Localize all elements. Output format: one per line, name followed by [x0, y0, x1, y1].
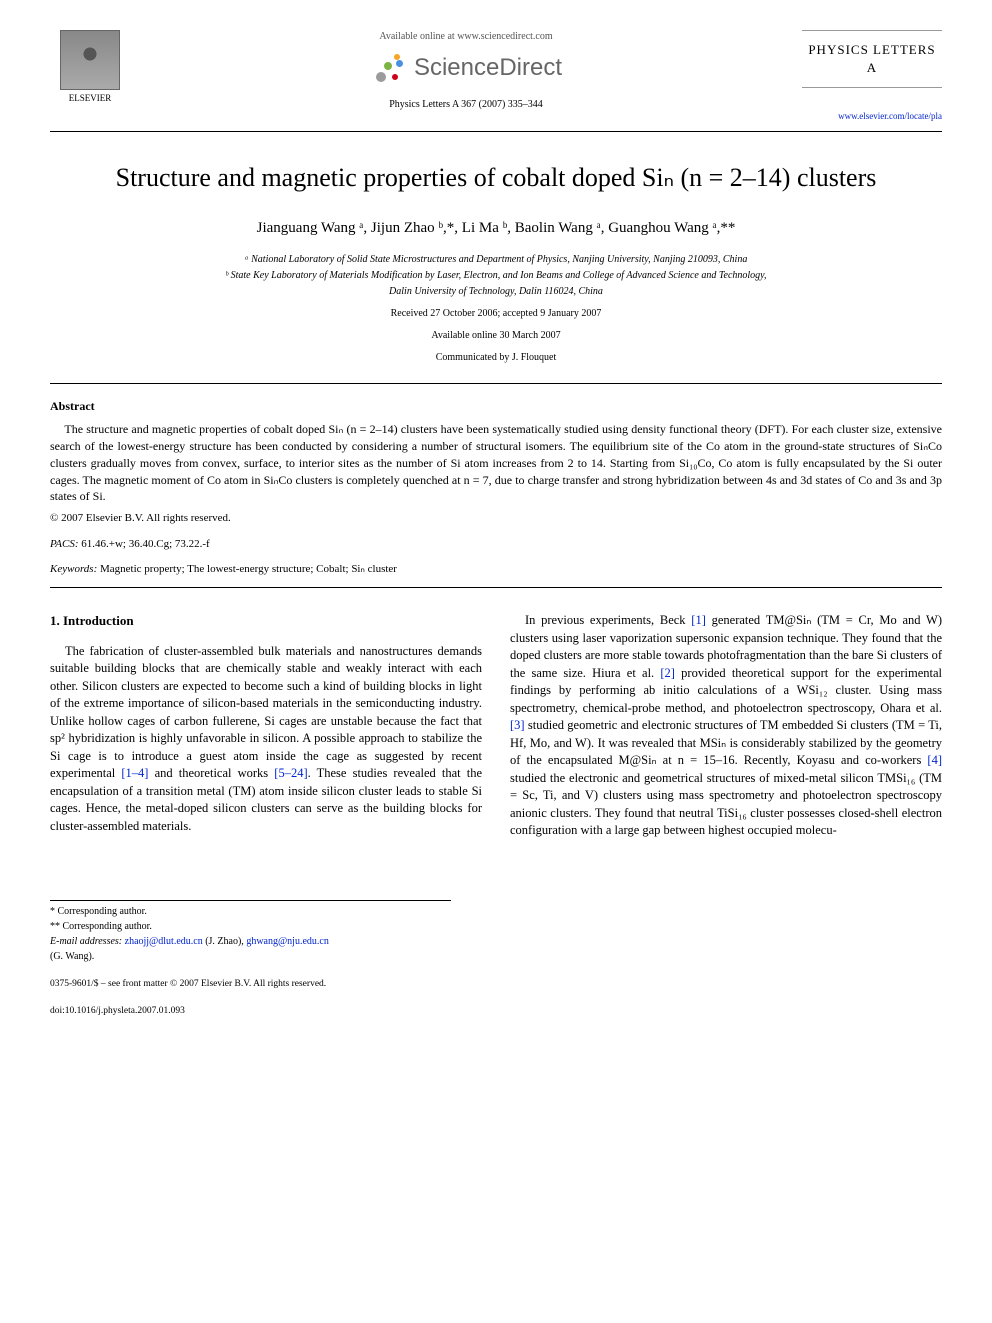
affiliation-b-line2: Dalin University of Technology, Dalin 11…: [50, 285, 942, 299]
p2-e: studied the electronic and geometrical s…: [510, 771, 942, 838]
keywords-value: Magnetic property; The lowest-energy str…: [97, 563, 397, 575]
rule-top: [50, 131, 942, 132]
email-1[interactable]: zhaojj@dlut.edu.cn: [122, 936, 203, 947]
sd-dots-icon: [370, 50, 406, 86]
intro-para-2: In previous experiments, Beck [1] genera…: [510, 612, 942, 840]
journal-url[interactable]: www.elsevier.com/locate/pla: [802, 110, 942, 123]
journal-reference: Physics Letters A 367 (2007) 335–344: [130, 98, 802, 112]
pacs: PACS: 61.46.+w; 36.40.Cg; 73.22.-f: [50, 537, 942, 552]
journal-box: PHYSICS LETTERS A www.elsevier.com/locat…: [802, 30, 942, 123]
p1-b: and theoretical works: [148, 766, 274, 780]
rule-after-keywords: [50, 587, 942, 588]
section-1-heading: 1. Introduction: [50, 612, 482, 630]
email-2-who: (G. Wang).: [50, 950, 451, 964]
email-2[interactable]: ghwang@nju.edu.cn: [246, 936, 329, 947]
sciencedirect-logo: ScienceDirect: [130, 50, 802, 86]
corresponding-1: * Corresponding author.: [50, 905, 451, 919]
center-header: Available online at www.sciencedirect.co…: [130, 30, 802, 112]
footer-doi: doi:10.1016/j.physleta.2007.01.093: [50, 1005, 942, 1018]
corresponding-2: ** Corresponding author.: [50, 920, 451, 934]
article-title: Structure and magnetic properties of cob…: [50, 160, 942, 196]
p2-a: In previous experiments, Beck: [525, 613, 691, 627]
ref-link-1[interactable]: [1–4]: [121, 766, 148, 780]
emails-line: E-mail addresses: zhaojj@dlut.edu.cn (J.…: [50, 935, 451, 949]
body-columns: 1. Introduction The fabrication of clust…: [50, 612, 942, 840]
ref-link-4[interactable]: [2]: [660, 666, 675, 680]
date-online: Available online 30 March 2007: [50, 329, 942, 343]
ref-link-5[interactable]: [3]: [510, 718, 525, 732]
elsevier-label: ELSEVIER: [50, 92, 130, 105]
pacs-label: PACS:: [50, 538, 79, 550]
affiliation-a: ᵃ National Laboratory of Solid State Mic…: [50, 253, 942, 267]
ref-link-3[interactable]: [1]: [691, 613, 706, 627]
copyright: © 2007 Elsevier B.V. All rights reserved…: [50, 511, 942, 526]
abstract-body: The structure and magnetic properties of…: [50, 421, 942, 505]
header-row: ELSEVIER Available online at www.science…: [50, 30, 942, 123]
rule-before-abstract: [50, 383, 942, 384]
keywords-label: Keywords:: [50, 563, 97, 575]
pacs-value: 61.46.+w; 36.40.Cg; 73.22.-f: [79, 538, 210, 550]
availability-text: Available online at www.sciencedirect.co…: [130, 30, 802, 44]
p2-d: studied geometric and electronic structu…: [510, 718, 942, 767]
keywords: Keywords: Magnetic property; The lowest-…: [50, 562, 942, 577]
journal-title: PHYSICS LETTERS A: [802, 30, 942, 88]
elsevier-tree-icon: [60, 30, 120, 90]
email-1-who: (J. Zhao),: [203, 936, 247, 947]
elsevier-logo: ELSEVIER: [50, 30, 130, 105]
affiliation-b-line1: ᵇ State Key Laboratory of Materials Modi…: [50, 269, 942, 283]
footnotes: * Corresponding author. ** Corresponding…: [50, 900, 451, 964]
authors: Jianguang Wang ᵃ, Jijun Zhao ᵇ,*, Li Ma …: [50, 218, 942, 239]
date-communicated: Communicated by J. Flouquet: [50, 351, 942, 365]
p1-a: The fabrication of cluster-assembled bul…: [50, 644, 482, 781]
sciencedirect-text: ScienceDirect: [414, 51, 562, 85]
intro-para-1: The fabrication of cluster-assembled bul…: [50, 643, 482, 836]
date-received: Received 27 October 2006; accepted 9 Jan…: [50, 307, 942, 321]
journal-url-text: www.elsevier.com/locate/pla: [838, 111, 942, 121]
abstract-heading: Abstract: [50, 398, 942, 415]
emails-label: E-mail addresses:: [50, 936, 122, 947]
ref-link-2[interactable]: [5–24]: [274, 766, 307, 780]
footer-issn: 0375-9601/$ – see front matter © 2007 El…: [50, 978, 942, 991]
ref-link-6[interactable]: [4]: [927, 753, 942, 767]
